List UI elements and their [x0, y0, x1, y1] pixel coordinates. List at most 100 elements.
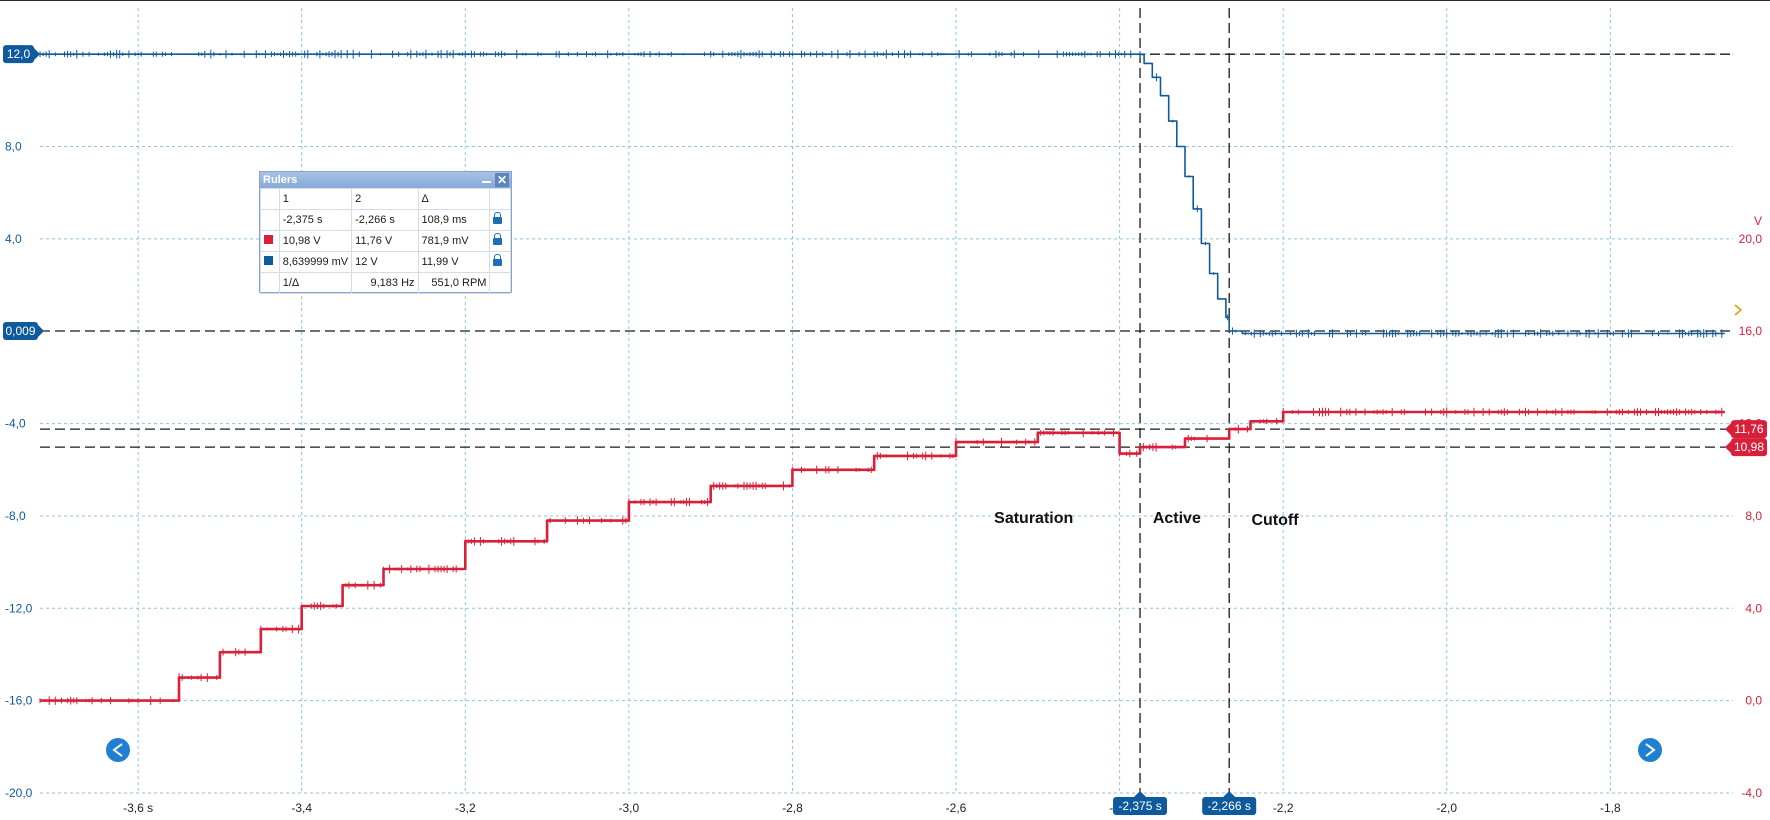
left-cursor-badge: 0,009: [3, 322, 44, 341]
time-cursor-badge-text: -2,375 s: [1118, 799, 1161, 813]
ruler-1-value: 10,98 V: [278, 230, 353, 252]
x-tick-label: -3,6 s: [123, 801, 153, 815]
scroll-right-icon: [1645, 743, 1656, 757]
x-tick-label: -1,8: [1600, 801, 1621, 815]
x-tick-label: -3,4: [291, 801, 312, 815]
rulers-blue-row: 8,639999 mV 12 V 11,99 V: [260, 251, 511, 273]
series-layer: [39, 49, 1725, 705]
right-axis-unit: V: [1754, 214, 1762, 228]
left-cursor-badge-text: 12,0: [7, 47, 31, 61]
left-tick-label: -16,0: [5, 694, 33, 708]
right-cursor-badge-text: 11,76: [1734, 422, 1763, 436]
rulers-panel[interactable]: Rulers ✕ 1 2 Δ -2,375 s -2,266 s 108,9 m…: [259, 171, 512, 294]
right-cursor-badge-arrow: [1725, 441, 1731, 454]
time-cursor-badge-bg: [1113, 797, 1168, 815]
series-line-2: [40, 410, 1725, 702]
header-2: 2: [351, 188, 419, 210]
left-cursor-badge-bg: [3, 45, 34, 64]
lock-icon: [493, 212, 503, 224]
ruler-1-value: -2,375 s: [278, 209, 353, 231]
right-cursor-badge-arrow: [1725, 423, 1731, 436]
lock-button[interactable]: [489, 251, 511, 273]
empty-cell: [489, 272, 511, 294]
lock-icon: [493, 254, 503, 266]
right-tick-label: 4,0: [1745, 601, 1762, 615]
freq-label: 1/Δ: [278, 272, 353, 294]
close-icon[interactable]: ✕: [495, 173, 509, 187]
swatch-cell: [260, 272, 280, 294]
right-tick-label: 8,0: [1745, 509, 1762, 523]
series-noise-2: [39, 407, 1723, 705]
lock-icon: [493, 233, 503, 245]
annotations: Saturation Active Cutoff: [994, 510, 1299, 529]
right-cursor-badge-bg: [1731, 438, 1767, 457]
left-tick-label: 8,0: [5, 140, 22, 154]
time-cursor-badge-arrow: [1223, 791, 1236, 797]
right-cursor-badge-bg: [1731, 420, 1767, 439]
left-cursor-badge-bg: [3, 322, 38, 341]
lock-button[interactable]: [489, 209, 511, 231]
ruler-2-value: 12 V: [351, 251, 419, 273]
left-tick-label: -12,0: [5, 601, 33, 615]
rpm-value: 551,0 RPM: [417, 272, 491, 294]
blue-swatch-icon: [264, 256, 273, 265]
left-tick-label: 4,0: [5, 232, 22, 246]
region-label: Active: [1153, 510, 1201, 527]
rulers-title: Rulers: [263, 174, 298, 186]
scroll-right-button[interactable]: [1638, 738, 1662, 762]
time-cursor-badge-arrow: [1134, 791, 1147, 797]
time-cursor-badge: -2,266 s: [1202, 791, 1257, 815]
scroll-left-icon: [112, 743, 123, 757]
rulers-header-row: 1 2 Δ: [260, 188, 511, 210]
left-tick-label: -4,0: [5, 417, 26, 431]
left-tick-label: -8,0: [5, 509, 26, 523]
ruler-delta-value: 11,99 V: [417, 251, 491, 273]
rulers-titlebar[interactable]: Rulers ✕: [260, 172, 511, 188]
ruler-2-value: 11,76 V: [351, 230, 419, 252]
ruler-delta-value: 781,9 mV: [417, 230, 491, 252]
right-cursor-badge: 10,98: [1725, 438, 1767, 457]
region-label: Saturation: [994, 510, 1073, 527]
lock-button[interactable]: [489, 230, 511, 252]
left-cursor-badge: 12,0: [3, 45, 40, 64]
scroll-right-circle: [1638, 738, 1662, 762]
rulers-table: 1 2 Δ -2,375 s -2,266 s 108,9 ms 10,98 V…: [260, 188, 511, 294]
scroll-left-circle: [106, 738, 130, 762]
navigation: [106, 738, 1662, 762]
x-tick-label: -2,6: [946, 801, 967, 815]
region-label: Cutoff: [1251, 512, 1299, 529]
header-1: 1: [278, 188, 353, 210]
swatch-cell: [260, 251, 280, 273]
right-tick-label: 16,0: [1739, 324, 1763, 338]
x-tick-label: -3,2: [455, 801, 476, 815]
left-cursor-badge-arrow: [34, 48, 40, 61]
left-tick-label: -20,0: [5, 786, 33, 800]
right-tick-label: 0,0: [1745, 694, 1762, 708]
x-tick-label: -2,0: [1436, 801, 1457, 815]
red-swatch-icon: [264, 235, 273, 244]
swatch-cell: [260, 230, 280, 252]
right-cursor-badge: 11,76: [1725, 420, 1767, 439]
swatch-cell: [260, 209, 280, 231]
series-noise-1: [39, 49, 1723, 338]
lock-cell: [489, 188, 511, 210]
time-cursor-badge: -2,375 s: [1113, 791, 1168, 815]
left-cursor-badge-arrow: [38, 325, 44, 338]
minimize-icon[interactable]: [482, 181, 491, 183]
x-tick-label: -2,2: [1273, 801, 1294, 815]
channel-marker-icon: [1734, 304, 1743, 316]
ruler-2-value: -2,266 s: [351, 209, 419, 231]
x-tick-label: -3,0: [619, 801, 640, 815]
rulers-freq-row: 1/Δ 9,183 Hz 551,0 RPM: [260, 272, 511, 294]
left-cursor-badge-text: 0,009: [5, 324, 35, 338]
scroll-left-button[interactable]: [106, 738, 130, 762]
rulers-red-row: 10,98 V 11,76 V 781,9 mV: [260, 230, 511, 252]
right-tick-label: -4,0: [1741, 786, 1762, 800]
ruler-1-value: 8,639999 mV: [278, 251, 353, 273]
swatch-cell: [260, 188, 280, 210]
right-cursor-badge-text: 10,98: [1734, 440, 1764, 454]
x-tick-label: -2,8: [782, 801, 803, 815]
rulers-time-row: -2,375 s -2,266 s 108,9 ms: [260, 209, 511, 231]
